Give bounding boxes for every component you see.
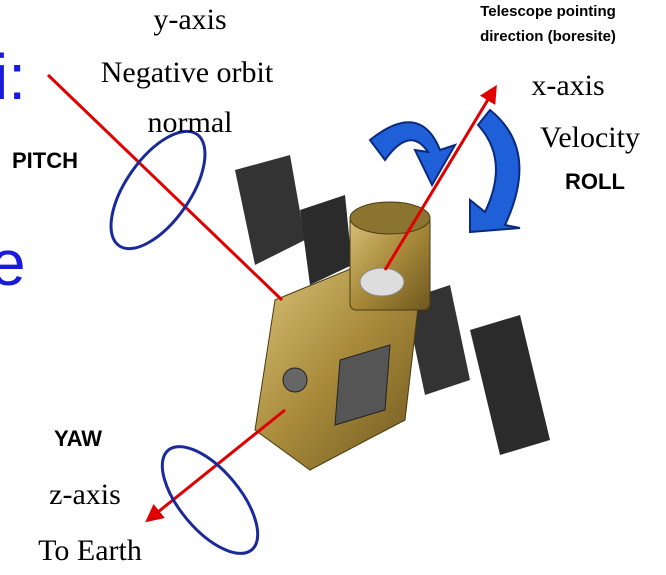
rotation-label: PITCH xyxy=(12,148,78,173)
pitch-rotation xyxy=(109,129,207,251)
rotation-label: ROLL xyxy=(565,169,625,194)
axis-label: z-axis xyxy=(49,478,121,511)
axis-label: normal xyxy=(148,106,233,139)
note: direction (boresite) xyxy=(480,28,616,45)
rotation-label: YAW xyxy=(54,426,102,451)
slide-fragment: i: xyxy=(0,41,26,113)
axis-label: Negative orbit xyxy=(101,56,274,89)
axis-label: x-axis xyxy=(531,69,604,102)
boresight-axis xyxy=(383,84,497,271)
note: Telescope pointing xyxy=(480,3,616,20)
solar-panels xyxy=(235,155,550,455)
pitch-axis xyxy=(46,73,284,302)
slide-fragment: e xyxy=(0,227,26,299)
axis-label: y-axis xyxy=(153,3,226,36)
roll-arrow xyxy=(368,121,458,188)
yaw-rotation xyxy=(160,445,260,555)
axis-label: To Earth xyxy=(38,534,142,567)
axis-label: Velocity xyxy=(540,121,640,154)
roll-arrow xyxy=(469,108,521,234)
satellite-body xyxy=(254,201,431,471)
